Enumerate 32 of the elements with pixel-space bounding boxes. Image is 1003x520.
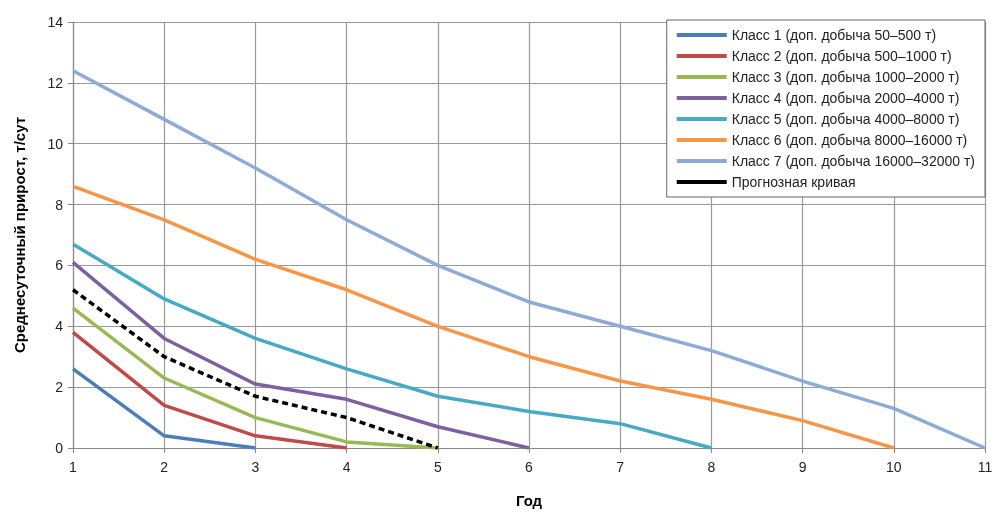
y-tick-label: 4 bbox=[55, 318, 64, 335]
x-axis-title: Год bbox=[515, 492, 543, 509]
y-tick-label: 6 bbox=[55, 257, 64, 274]
y-tick-label: 0 bbox=[55, 440, 64, 456]
line-series bbox=[71, 260, 531, 450]
y-axis-title: Среднесуточный прирост, т/сут bbox=[11, 116, 28, 354]
legend-label: Класс 1 (доп. добыча 50–500 т) bbox=[731, 27, 937, 43]
x-tick-label: 6 bbox=[525, 459, 534, 475]
x-tick-label: 3 bbox=[251, 459, 260, 475]
y-tick-label: 8 bbox=[55, 196, 64, 213]
x-tick-label: 5 bbox=[433, 459, 442, 475]
x-tick-label: 4 bbox=[342, 459, 351, 475]
x-tick-label: 11 bbox=[977, 459, 993, 475]
line-series bbox=[71, 242, 714, 450]
x-tick-label: 1 bbox=[69, 459, 78, 475]
legend-label: Класс 6 (доп. добыча 8000–16000 т) bbox=[731, 132, 968, 148]
y-tick-label: 14 bbox=[47, 14, 64, 30]
y-tick-label: 12 bbox=[47, 74, 64, 91]
x-tick-label: 2 bbox=[160, 459, 169, 475]
legend-label: Класс 4 (доп. добыча 2000–4000 т) bbox=[731, 90, 960, 106]
line-series bbox=[71, 330, 349, 450]
y-tick-label: 10 bbox=[47, 135, 64, 152]
x-tick-label: 7 bbox=[616, 459, 625, 475]
y-tick-label: 2 bbox=[55, 379, 64, 396]
x-tick-label: 10 bbox=[886, 459, 902, 475]
legend-label: Класс 2 (доп. добыча 500–1000 т) bbox=[731, 48, 952, 64]
x-tick-label: 8 bbox=[707, 459, 716, 475]
legend-label: Класс 7 (доп. добыча 16000–32000 т) bbox=[731, 153, 976, 169]
legend-label: Класс 5 (доп. добыча 4000–8000 т) bbox=[731, 111, 960, 127]
x-tick-label: 9 bbox=[798, 459, 807, 475]
legend-label: Прогнозная кривая bbox=[731, 174, 856, 190]
legend-label: Класс 3 (доп. добыча 1000–2000 т) bbox=[731, 69, 960, 85]
